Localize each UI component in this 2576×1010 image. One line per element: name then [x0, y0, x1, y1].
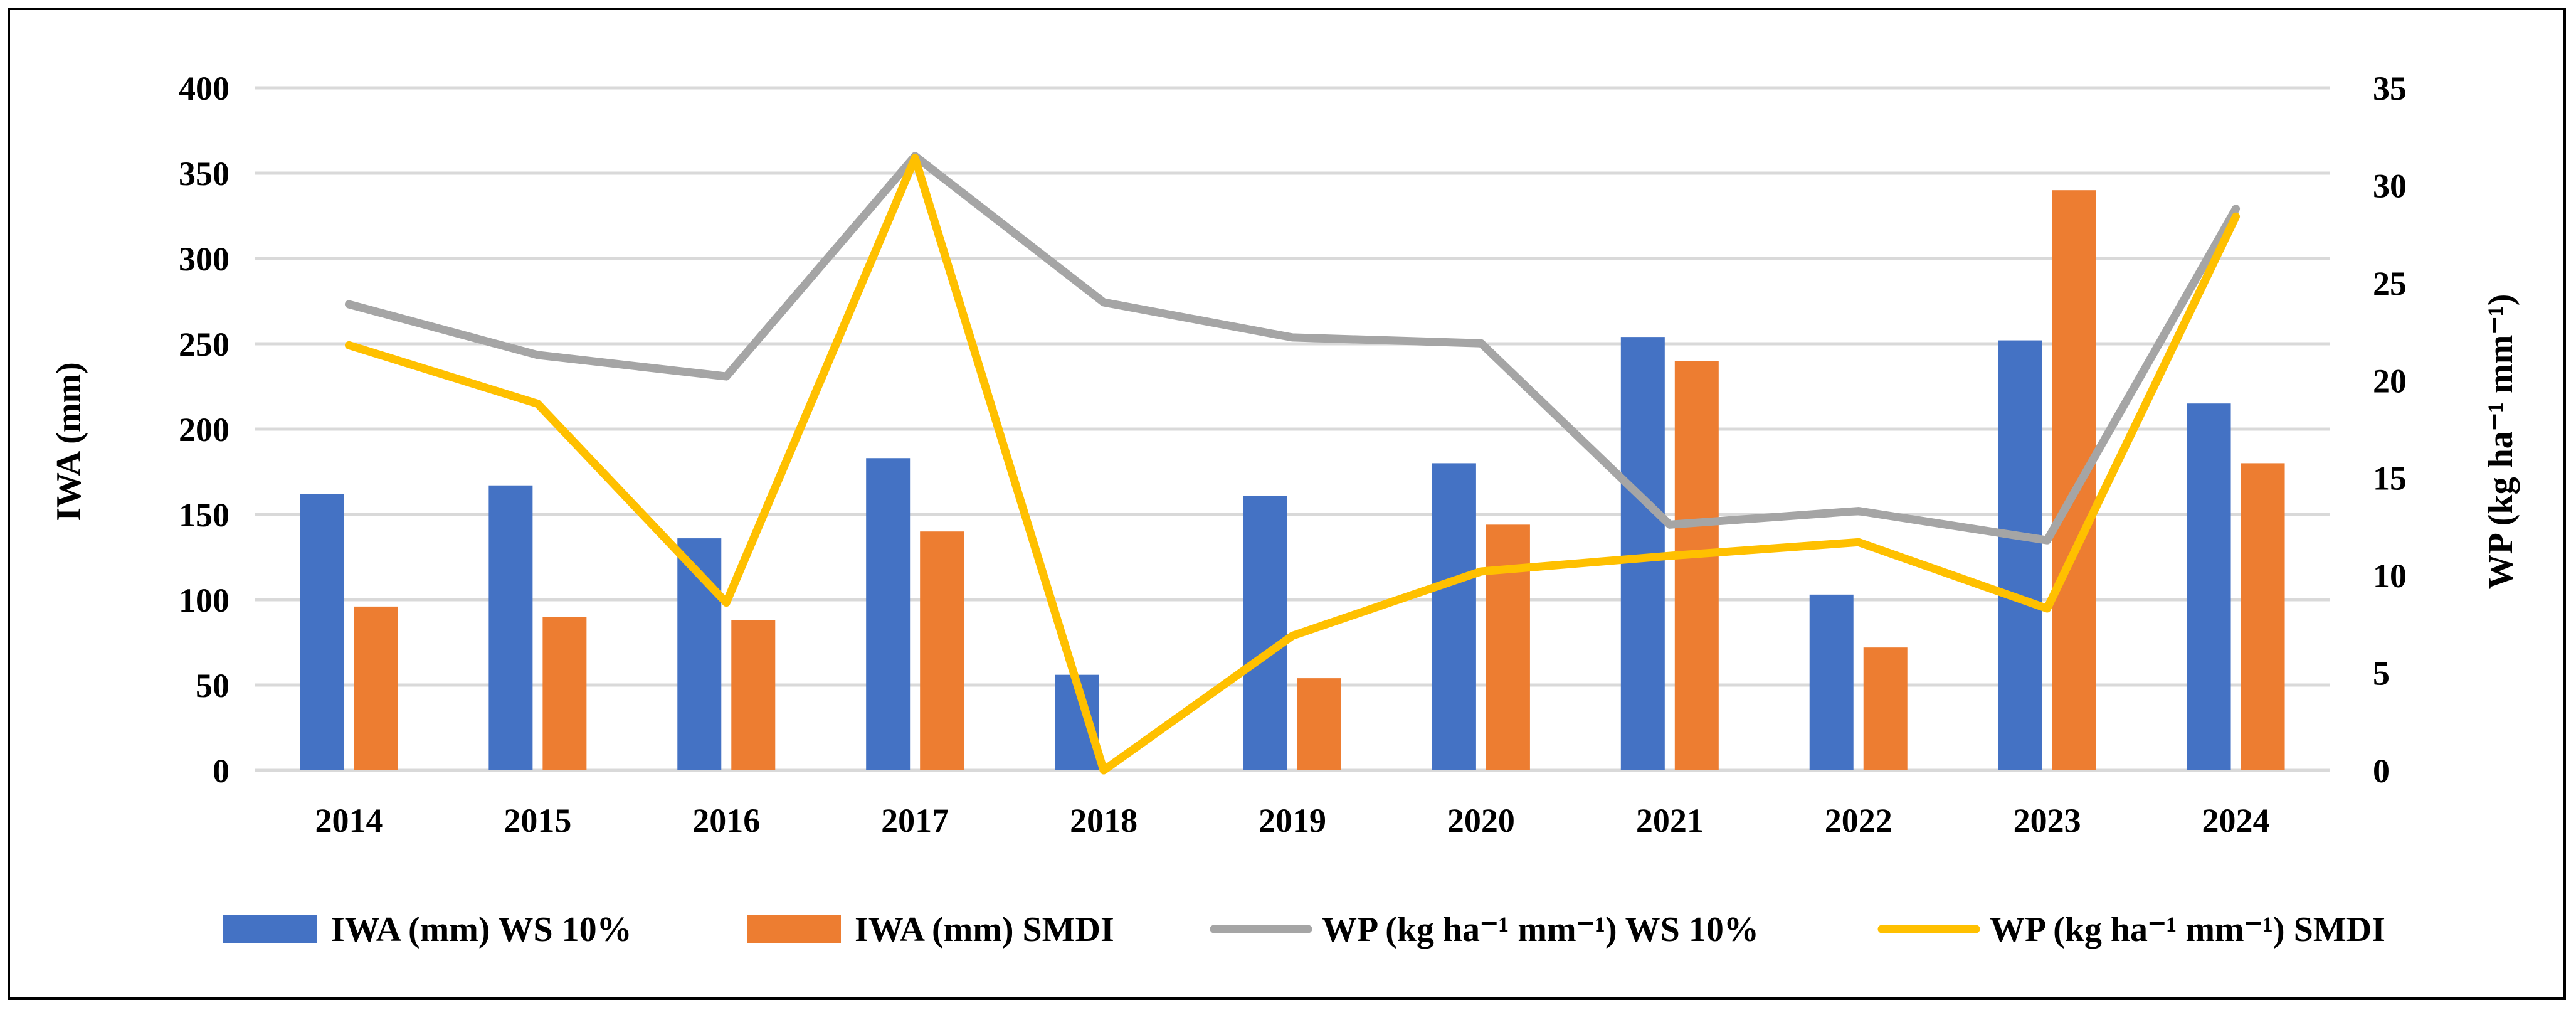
- x-tick-label: 2017: [881, 802, 949, 839]
- line-series: [344, 152, 2241, 775]
- y-tick-label-left: 150: [179, 496, 230, 534]
- legend-label: IWA (mm) WS 10%: [331, 910, 632, 949]
- bar: [542, 617, 587, 770]
- x-tick-label: 2022: [1825, 802, 1892, 839]
- bar: [1809, 594, 1854, 770]
- y-tick-label-right: 35: [2373, 70, 2407, 107]
- bar: [2241, 463, 2285, 770]
- y-tick-label-right: 25: [2373, 265, 2407, 302]
- bar: [1486, 524, 1530, 770]
- y-tick-label-left: 100: [179, 582, 230, 619]
- x-tick-label: 2018: [1070, 802, 1138, 839]
- y-axis-title-right: WP (kg ha⁻¹ mm⁻¹): [2481, 294, 2520, 590]
- x-tick-label: 2014: [315, 802, 383, 839]
- bar: [1998, 340, 2042, 770]
- y-tick-label-left: 200: [179, 411, 230, 449]
- bar: [1243, 496, 1287, 770]
- bar: [1297, 678, 1341, 770]
- x-tick-label: 2023: [2014, 802, 2081, 839]
- bar: [731, 620, 776, 770]
- bar: [866, 458, 911, 770]
- x-tick-label: 2016: [692, 802, 760, 839]
- y-tick-label-left: 50: [196, 667, 230, 704]
- legend-swatch: [223, 915, 317, 943]
- legend-label: WP (kg ha⁻¹ mm⁻¹) WS 10%: [1322, 910, 1759, 949]
- gridlines: [255, 86, 2330, 772]
- x-tick-label: 2020: [1447, 802, 1515, 839]
- x-tick-label: 2019: [1259, 802, 1326, 839]
- x-tick-label: 2015: [504, 802, 571, 839]
- y-tick-label-left: 250: [179, 326, 230, 363]
- bar: [920, 531, 964, 770]
- chart-frame: 0 50 100 150 200 250 300 350 400 0 5 10 15 20 25 30 35 …: [8, 8, 2566, 1000]
- legend-label: WP (kg ha⁻¹ mm⁻¹) SMDI: [1990, 910, 2385, 949]
- y-tick-label-left: 400: [179, 70, 230, 107]
- bar: [2052, 190, 2096, 770]
- bar: [1674, 361, 1719, 770]
- y-tick-label-right: 15: [2373, 460, 2407, 497]
- legend: IWA (mm) WS 10% IWA (mm) SMDI WP (kg ha⁻¹ …: [223, 910, 2385, 949]
- x-tick-label: 2024: [2202, 802, 2270, 839]
- bar: [2187, 403, 2231, 770]
- series-line: [344, 154, 2241, 775]
- y-tick-label-right: 0: [2373, 752, 2390, 790]
- y-axis-title-left: IWA (mm): [50, 362, 88, 521]
- legend-swatch: [747, 915, 841, 943]
- right-axis-ticks: 0 5 10 15 20 25 30 35: [2373, 70, 2407, 790]
- y-tick-label-left: 300: [179, 240, 230, 278]
- bar-series: [300, 190, 2285, 770]
- y-tick-label-left: 350: [179, 155, 230, 193]
- bar: [354, 606, 398, 770]
- bar: [1432, 463, 1476, 770]
- x-axis-ticks: 2014 2015 2016 2017 2018 2019 2020 2021 2022 2023…: [315, 802, 2269, 839]
- legend-label: IWA (mm) SMDI: [855, 910, 1114, 949]
- y-tick-label-right: 30: [2373, 167, 2407, 205]
- y-tick-label-right: 5: [2373, 655, 2390, 693]
- x-tick-label: 2021: [1636, 802, 1704, 839]
- y-tick-label-left: 0: [213, 752, 230, 790]
- y-tick-label-right: 20: [2373, 362, 2407, 400]
- bar: [1863, 647, 1908, 770]
- series-line: [344, 152, 2241, 545]
- y-tick-label-right: 10: [2373, 557, 2407, 595]
- bar: [488, 485, 533, 770]
- bar: [300, 494, 344, 770]
- left-axis-ticks: 0 50 100 150 200 250 300 350 400: [179, 70, 230, 790]
